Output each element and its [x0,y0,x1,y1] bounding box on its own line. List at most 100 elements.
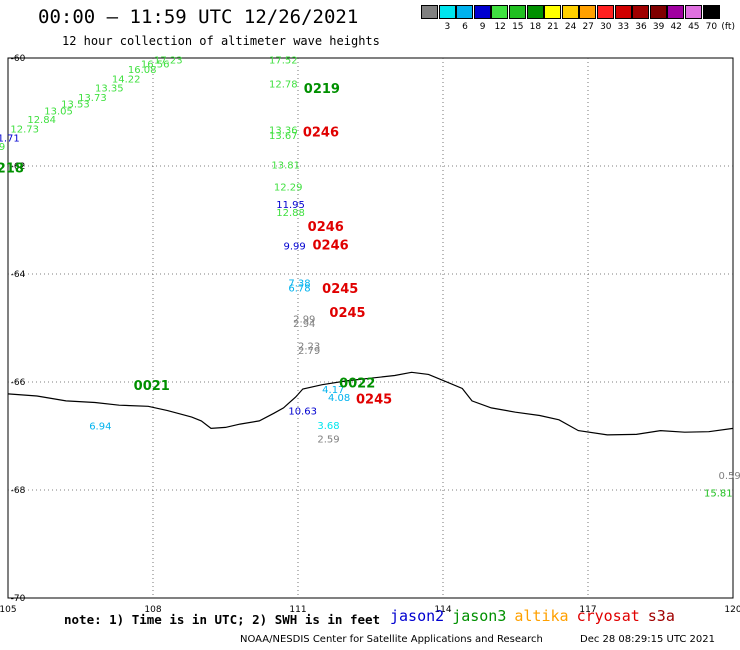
generated-timestamp: Dec 28 08:29:15 UTC 2021 [580,634,715,645]
pass-time-label: 0218 [0,161,24,176]
swh-value-label: 13.73 [78,93,107,104]
pass-time-label: 0245 [329,306,365,321]
lat-tick-label: -68 [11,486,26,496]
credit-text: NOAA/NESDIS Center for Satellite Applica… [240,634,543,645]
legend-label: 18 [529,22,542,32]
legend-label: 30 [600,22,612,32]
legend-label: 70 [705,22,718,32]
legend-swatch [632,5,650,19]
swh-value-label: 13.05 [44,107,73,118]
swh-value-label: 3.68 [317,421,339,432]
legend-swatch [509,5,526,19]
legend-label: 42 [670,22,682,32]
swh-value-label: 12.73 [10,125,39,136]
lon-tick-label: 108 [144,605,161,615]
legend-label: 6 [462,22,468,32]
lat-tick-label: -64 [11,270,26,280]
swh-value-label: 2.99 [293,315,315,326]
swh-value-label: 0.59 [719,471,740,482]
legend-label: 3 [444,22,451,32]
swh-value-label: 12.39 [0,142,5,153]
lon-tick-label: 117 [579,605,596,615]
swh-value-label: 7.38 [288,278,310,289]
legend-swatch [456,5,474,19]
swh-value-label: 6.94 [89,422,111,433]
satellite-altika: altika [514,607,569,625]
swh-value-label: 12.84 [27,115,56,126]
legend-label: 21 [547,22,559,32]
lat-tick-label: -60 [11,54,26,64]
footer-note: note: 1) Time is in UTC; 2) SWH is in fe… [64,612,381,627]
swh-value-label: 16.08 [128,65,157,76]
lon-tick-label: 105 [0,605,17,615]
swh-value-label: 4.17 [322,385,344,396]
pass-time-label: 0246 [308,220,344,235]
swh-value-label: 4.08 [328,393,350,404]
lat-tick-label: -66 [11,378,26,388]
swh-value-label: 16.56 [141,60,170,71]
legend-swatch [544,5,562,19]
legend-label: 39 [652,22,665,32]
legend-label: 9 [479,22,486,32]
legend-swatch [702,5,720,19]
satellite-s3a: s3a [647,607,675,625]
swh-value-label: 13.53 [61,100,90,111]
legend-label: 15 [512,22,524,32]
satellite-cryosat: cryosat [576,607,640,625]
legend-swatch [685,5,702,19]
lat-tick-label: -62 [11,162,26,172]
swh-value-label: 2.79 [298,346,320,357]
pass-time-label: 0245 [322,282,358,297]
swh-value-label: 13.36 [269,126,298,137]
legend-label: 24 [564,22,577,32]
swh-value-label: 2.23 [298,342,320,353]
pass-time-label: 0219 [304,82,340,97]
swh-value-label: 2.59 [317,434,339,445]
pass-time-label: 0245 [356,393,392,408]
legend-swatch [614,5,632,19]
swh-value-label: 17.23 [154,55,183,66]
legend-swatch [421,5,438,19]
satellite-legend: jason2 jason3 altika cryosat s3a [390,607,683,625]
swh-value-label: 9.99 [284,242,306,253]
legend-swatch [579,5,597,19]
swh-value-label: 12.88 [276,208,305,219]
legend-swatch [491,5,509,19]
legend-swatch [597,5,614,19]
legend-label: 45 [688,22,700,32]
legend-label: 33 [617,22,630,32]
pass-time-label: 0022 [339,376,375,391]
legend-swatch [526,5,544,19]
swh-value-label: 13.67 [269,131,298,142]
legend-swatch [667,5,685,19]
lat-tick-label: -70 [11,594,26,604]
legend-swatch [473,5,491,19]
swh-value-label: 15.81 [704,488,733,499]
legend-unit: (ft) [721,22,735,32]
legend-swatch [649,5,667,19]
swh-value-label: 10.63 [288,406,317,417]
swh-value-label: 12.78 [269,80,298,91]
satellite-jason2: jason2 [390,607,445,625]
lon-tick-label: 111 [289,605,306,615]
swh-value-label: 2.94 [293,319,315,330]
legend-swatch [438,5,456,19]
legend-label: 12 [494,22,506,32]
map-subtitle: 12 hour collection of altimeter wave hei… [62,34,380,48]
legend-label: 27 [582,22,594,32]
swh-value-label: 17.52 [269,55,298,66]
swh-value-label: 14.22 [112,74,141,85]
satellite-jason3: jason3 [452,607,507,625]
map-frame [7,57,734,599]
pass-time-label: 0246 [303,125,339,140]
swh-value-label: 11.71 [0,134,20,145]
swh-value-label: 12.29 [274,182,303,193]
legend-label: 36 [635,22,647,32]
legend-swatch [561,5,579,19]
swh-value-label: 11.95 [276,200,305,211]
swh-value-label: 13.35 [95,83,124,94]
pass-time-label: 0246 [313,239,349,254]
swh-value-label: 13.81 [271,161,300,172]
swh-value-label: 6.78 [288,283,310,294]
